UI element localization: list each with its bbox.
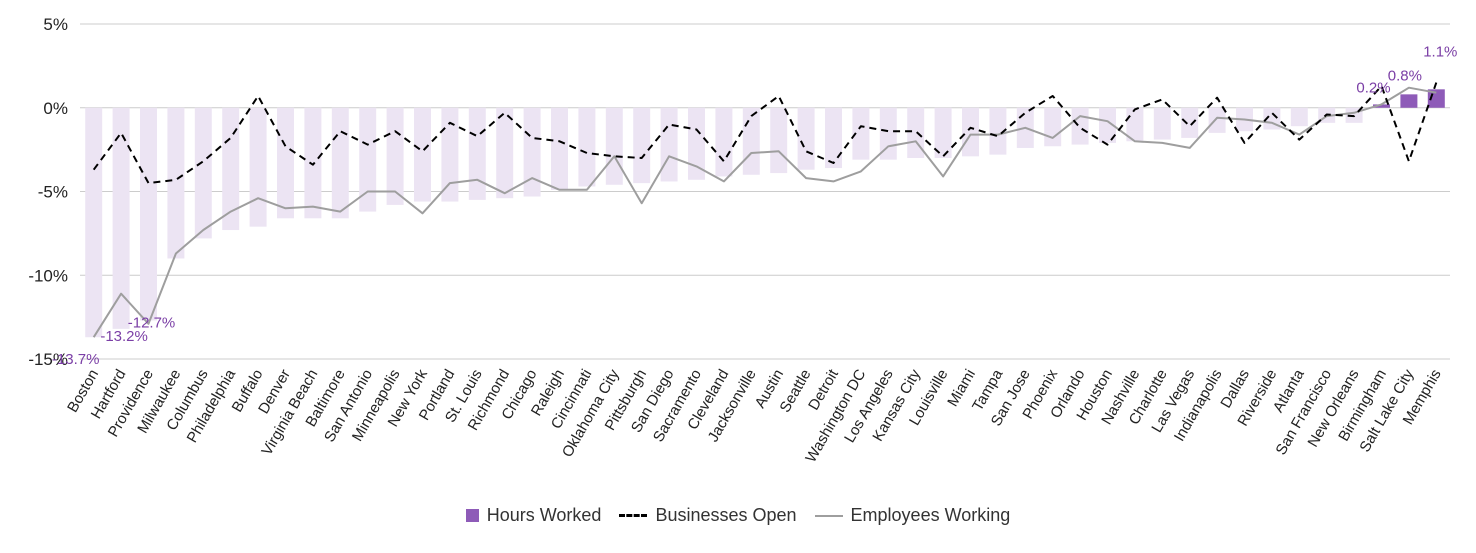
legend-swatch-employees-working (814, 514, 843, 517)
bar-buffalo (249, 107, 267, 227)
series-lines (92, 82, 1438, 338)
businesses-open-line (92, 82, 1438, 185)
y-tick-label-0: 5% (43, 15, 68, 34)
bar-san-antonio (359, 107, 377, 212)
bar-houston (1099, 107, 1116, 143)
bar-portland (441, 107, 459, 202)
bar-richmond (496, 107, 514, 199)
y-tick-label-1: 0% (43, 99, 68, 118)
x-axis-ticks: BostonHartfordProvidenceMilwaukeeColumbu… (64, 366, 1445, 466)
bar-san-diego (660, 107, 678, 182)
bar-chicago (523, 107, 541, 197)
bar-tampa (989, 107, 1007, 155)
bar-providence (140, 107, 157, 321)
legend-label-hours-worked: Hours Worked (486, 505, 602, 525)
data-label-salt-lake-city: 0.8% (1388, 67, 1422, 84)
bar-jacksonville (742, 107, 760, 175)
bar-denver (277, 107, 294, 219)
bar-louisville (934, 107, 952, 158)
bar-milwaukee (167, 107, 185, 259)
bar-sacramento (688, 107, 705, 180)
bar-hartford (112, 107, 130, 329)
bar-raleigh (551, 107, 568, 190)
data-labels: -13.7%-13.2%-12.7% 0.2%0.8%1.1% (52, 43, 1457, 368)
bar-detroit (825, 107, 842, 169)
bar-boston (85, 107, 103, 338)
legend: Hours Worked Businesses Open Employees W… (0, 505, 1476, 526)
bar-orlando (1071, 107, 1089, 145)
bar-cincinnati (578, 107, 596, 187)
bar-phoenix (1044, 107, 1062, 147)
hours-worked-bars (85, 89, 1445, 338)
bar-washington-dc (852, 107, 870, 160)
y-tick-label-4: -15% (28, 350, 68, 369)
bar-minneapolis (386, 107, 404, 205)
data-label-memphis: 1.1% (1423, 43, 1457, 60)
data-label-birmingham: 0.2% (1356, 79, 1390, 96)
employees-working-line (92, 86, 1437, 338)
bar-philadelphia (222, 107, 240, 231)
bar-atlanta (1290, 107, 1308, 127)
bar-birmingham (1373, 104, 1390, 108)
chart-svg: 5% 0% -5% -10% -15% -13.7%-13.2%-12.7% 0.2%0.… (28, 15, 1457, 466)
legend-item-businesses-open: Businesses Open (619, 505, 797, 526)
legend-swatch-hours-worked (465, 509, 479, 522)
bar-charlotte (1153, 107, 1171, 140)
bar-indianapolis (1208, 107, 1226, 133)
bar-baltimore (331, 107, 349, 219)
bar-virginia-beach (304, 107, 322, 219)
data-label-boston: -13.7% (52, 351, 100, 368)
y-axis-ticks: 5% 0% -5% -10% -15% (28, 15, 68, 369)
bar-salt-lake-city (1400, 94, 1418, 108)
bar-pittsburgh (633, 107, 651, 184)
bar-seattle (797, 107, 815, 170)
legend-label-employees-working: Employees Working (850, 505, 1011, 525)
bar-st-louis (468, 107, 486, 200)
y-tick-label-2: -5% (38, 183, 68, 202)
y-tick-label-3: -10% (28, 266, 68, 285)
bar-new-york (414, 107, 431, 202)
legend-item-hours-worked: Hours Worked (465, 505, 602, 526)
legend-item-employees-working: Employees Working (814, 505, 1011, 526)
legend-label-businesses-open: Businesses Open (655, 505, 797, 525)
bar-cleveland (715, 107, 733, 177)
bar-columbus (194, 107, 212, 239)
bar-los-angeles (879, 107, 897, 160)
legend-swatch-businesses-open (619, 514, 648, 517)
data-label-hartford: -13.2% (100, 328, 148, 345)
bar-austin (770, 107, 788, 174)
bar-oklahoma-city (605, 107, 623, 185)
bar-las-vegas (1181, 107, 1199, 138)
bar-miami (962, 107, 979, 157)
data-label-providence: -12.7% (128, 314, 176, 331)
